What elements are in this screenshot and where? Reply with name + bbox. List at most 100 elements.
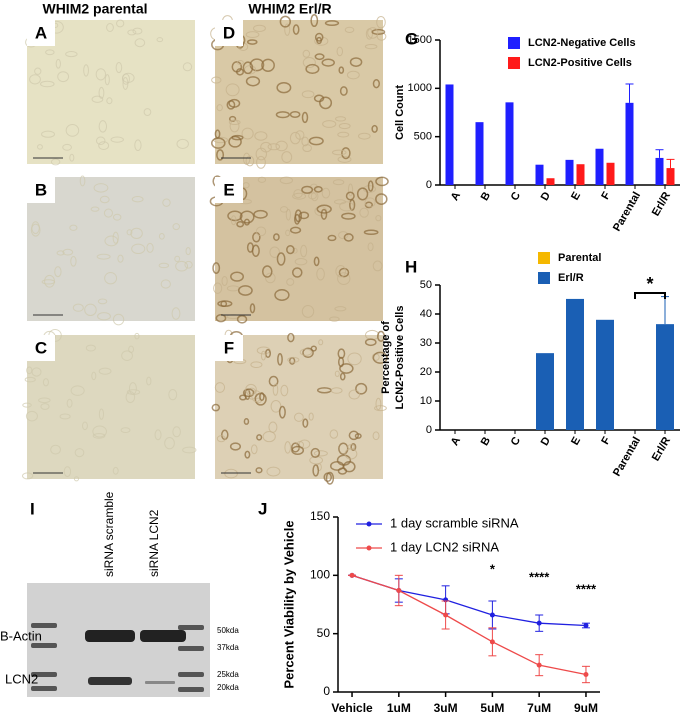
texture (302, 347, 314, 358)
y-axis-label: Percentage of (380, 321, 392, 394)
bar (596, 319, 614, 430)
texture (259, 392, 265, 402)
panel-label: A (35, 23, 47, 42)
texture (182, 62, 193, 72)
texture (168, 388, 178, 401)
texture (278, 405, 286, 419)
x-tick-label: Parental (611, 190, 643, 234)
texture (97, 298, 108, 305)
texture (125, 391, 136, 404)
texture (110, 136, 124, 143)
texture (242, 388, 255, 398)
texture (69, 224, 78, 231)
texture (228, 98, 241, 108)
texture (319, 96, 333, 110)
texture (154, 429, 162, 441)
texture (98, 367, 112, 375)
texture (103, 208, 113, 218)
texture (324, 20, 340, 27)
texture (116, 19, 125, 28)
texture (62, 143, 72, 151)
texture (338, 267, 350, 278)
texture (112, 231, 119, 244)
texture (376, 16, 386, 29)
series-line (351, 574, 586, 627)
texture (289, 110, 301, 118)
texture (367, 27, 379, 39)
marker-label: 37kda (217, 643, 239, 652)
texture (298, 211, 310, 220)
error-bar (394, 574, 403, 607)
band (88, 677, 132, 685)
x-tick-label: B (479, 435, 493, 448)
texture (314, 36, 329, 46)
ladder-band (31, 672, 57, 677)
texture (274, 289, 290, 301)
texture (24, 376, 36, 383)
texture (339, 201, 354, 212)
texture (22, 472, 34, 480)
texture (132, 27, 143, 35)
texture (84, 303, 97, 317)
texture (79, 175, 86, 187)
label-box (215, 20, 243, 46)
bar (655, 157, 664, 185)
texture (55, 58, 61, 69)
texture (44, 274, 55, 288)
texture (164, 436, 175, 450)
texture (95, 136, 106, 145)
ladder-band (31, 686, 57, 691)
texture (112, 313, 125, 326)
marker-label: 25kda (217, 670, 239, 679)
error-bar (655, 149, 664, 158)
ladder-band (178, 672, 204, 677)
panel-label: I (30, 499, 35, 518)
texture (175, 260, 189, 272)
texture (310, 447, 321, 458)
bar (535, 164, 544, 185)
texture (245, 383, 257, 396)
texture (65, 124, 80, 137)
texture (59, 413, 71, 420)
point (536, 620, 542, 626)
texture (238, 42, 249, 51)
texture (236, 220, 245, 228)
texture (72, 303, 84, 312)
texture (25, 410, 38, 422)
texture (83, 64, 89, 77)
texture (372, 260, 383, 272)
x-tick-label: A (449, 435, 463, 448)
texture (335, 265, 347, 278)
y-axis-label: Cell Count (394, 85, 406, 140)
texture (22, 402, 32, 408)
ladder-band (178, 625, 204, 630)
texture (56, 250, 65, 256)
texture (131, 196, 144, 203)
texture (338, 231, 349, 240)
texture (375, 397, 382, 411)
texture (237, 285, 253, 296)
texture (267, 143, 281, 151)
texture (146, 376, 152, 386)
texture (63, 466, 72, 478)
y-tick-label: 50 (420, 279, 432, 291)
texture (112, 213, 122, 221)
header: WHIM2 parental (42, 1, 147, 17)
texture (341, 147, 351, 160)
texture (256, 155, 266, 169)
texture (313, 94, 325, 103)
texture (356, 187, 369, 201)
texture (104, 235, 119, 247)
texture (158, 262, 170, 269)
texture (229, 119, 240, 133)
texture (299, 348, 312, 356)
bar (546, 178, 555, 185)
texture (344, 448, 358, 460)
texture (160, 279, 171, 289)
bar (536, 353, 554, 430)
texture (256, 434, 263, 441)
significance-bracket (634, 292, 666, 299)
texture (50, 444, 61, 455)
y-tick-label: 0 (426, 424, 432, 436)
